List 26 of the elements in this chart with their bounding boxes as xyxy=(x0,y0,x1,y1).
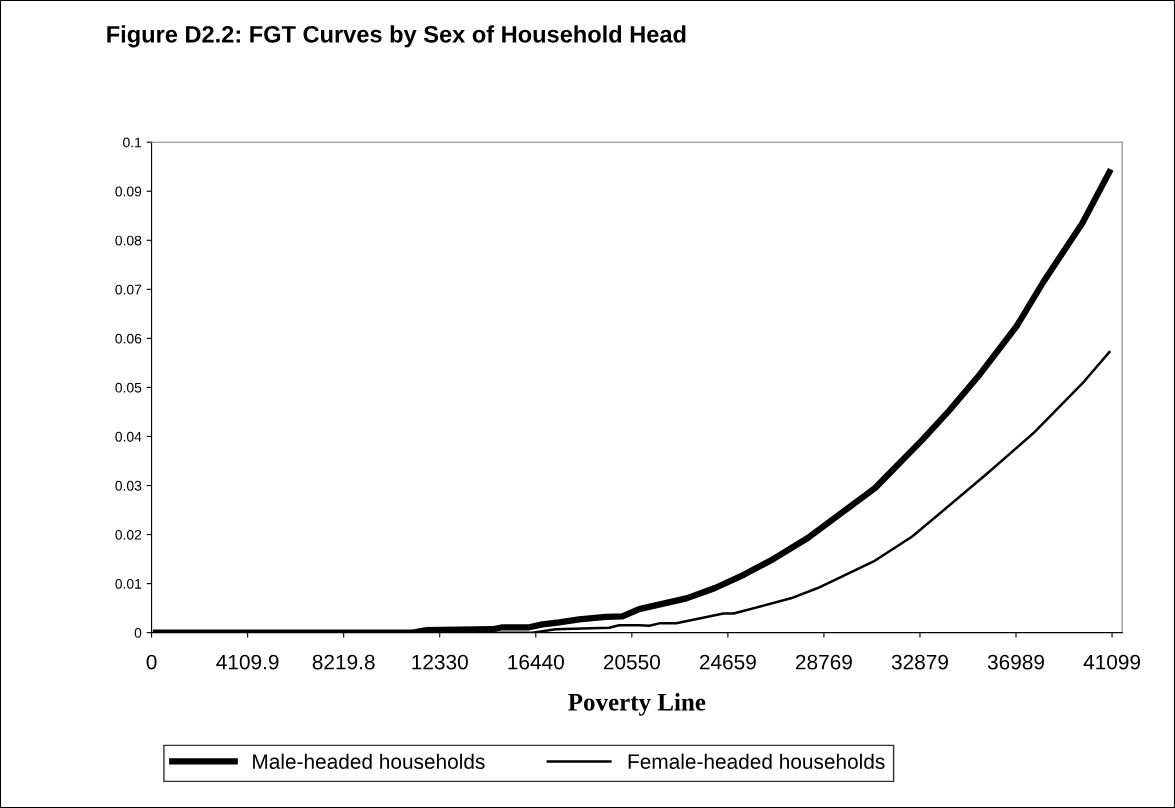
y-tick-label: 0.1 xyxy=(123,137,142,148)
y-tick-label: 0 xyxy=(134,628,142,638)
x-tick-label: 24659 xyxy=(699,654,756,670)
y-tick-label: 0.05 xyxy=(115,382,142,393)
y-tick-label: 0.06 xyxy=(115,333,142,344)
x-tick-label: 36989 xyxy=(987,654,1044,670)
y-tick-label: 0.07 xyxy=(115,284,142,295)
x-tick-label: 41099 xyxy=(1083,654,1141,670)
y-tick-label: 0.02 xyxy=(115,529,142,540)
chart-title: Figure D2.2: FGT Curves by Sex of Household Head xyxy=(107,25,686,48)
x-tick-label: 0 xyxy=(146,654,157,670)
y-tick-label: 0.09 xyxy=(115,186,142,197)
y-tick-label: 0.08 xyxy=(115,235,142,246)
y-tick-label: 0.03 xyxy=(115,480,142,491)
x-tick-label: 12330 xyxy=(412,654,468,670)
y-tick-label: 0.04 xyxy=(115,431,142,442)
y-tick-label: 0.01 xyxy=(115,578,142,589)
x-axis-title: Poverty Line xyxy=(568,693,706,716)
legend-label: Female-headed households xyxy=(628,753,885,769)
x-tick-label: 20550 xyxy=(603,654,660,670)
x-tick-label: 32879 xyxy=(891,654,948,670)
x-tick-label: 28769 xyxy=(795,654,852,670)
legend-label: Male-headed households xyxy=(253,753,485,769)
x-tick-label: 8219.8 xyxy=(312,654,375,670)
x-tick-label: 16440 xyxy=(508,654,564,670)
x-tick-label: 4109.9 xyxy=(216,654,279,670)
